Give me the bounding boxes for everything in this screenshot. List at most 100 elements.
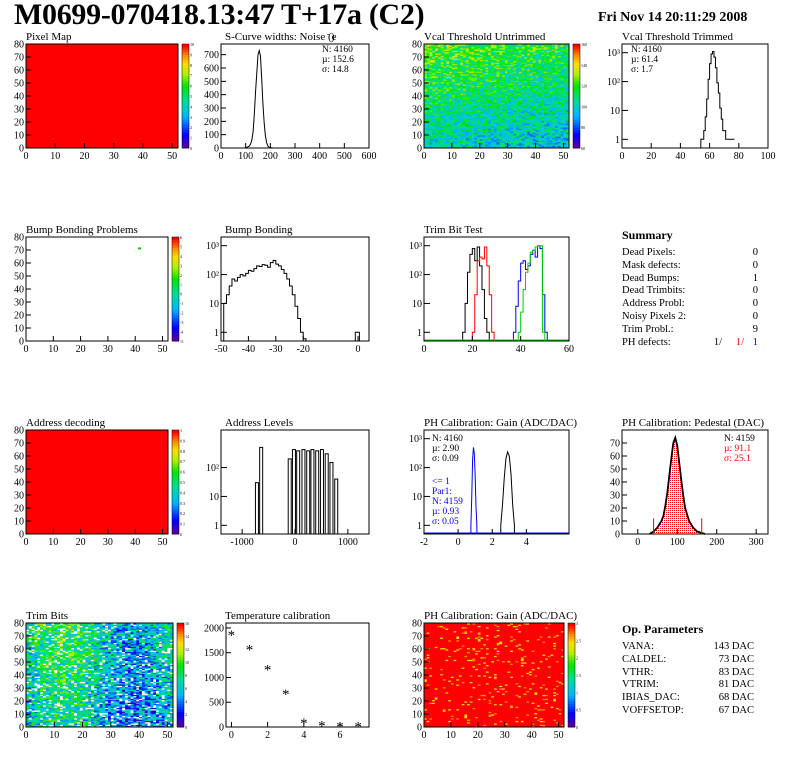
heatmap-cell [474, 63, 478, 66]
heatmap-cell [432, 112, 436, 115]
heatmap-cell [161, 721, 165, 724]
heatmap-cell [496, 71, 500, 73]
heatmap-cell [527, 81, 531, 84]
heatmap-cell [463, 81, 467, 84]
heatmap-cell [552, 47, 556, 50]
heatmap-cell [546, 77, 550, 80]
heatmap-cell [521, 145, 525, 148]
heatmap-cell [521, 46, 525, 49]
heatmap-cell [471, 62, 475, 64]
heatmap-cell [482, 77, 486, 80]
heatmap-cell [524, 59, 528, 62]
heatmap-cell [555, 141, 559, 144]
heatmap-cell [435, 59, 439, 62]
heatmap-cell [424, 70, 428, 72]
heatmap-cell [482, 51, 486, 54]
heatmap-cell [451, 89, 456, 92]
heatmap-cell [516, 123, 520, 125]
heatmap-cell [449, 58, 453, 60]
heatmap-cell [557, 125, 562, 128]
color-scale-step [172, 335, 179, 339]
heatmap-cell [504, 75, 509, 77]
heatmap-cell [507, 94, 511, 97]
y-tick-label: 70 [14, 53, 24, 64]
heatmap-cell [532, 86, 536, 89]
heatmap-cell [518, 47, 522, 50]
heatmap-cell [499, 75, 503, 77]
heatmap-cell [479, 53, 483, 55]
heatmap-cell [141, 724, 146, 727]
heatmap-cell [454, 101, 458, 103]
color-scale-step [573, 70, 580, 74]
heatmap-cell [549, 105, 553, 107]
heatmap-cell [167, 721, 171, 724]
heatmap-cell [541, 102, 545, 105]
heatmap-cell [546, 81, 550, 84]
heatmap-cell [549, 124, 553, 127]
heatmap-cell [432, 46, 436, 49]
heatmap-cell [502, 47, 506, 50]
heatmap-cell [518, 114, 522, 116]
heatmap-cell [541, 47, 545, 50]
heatmap-cell [504, 85, 509, 88]
heatmap-cell [482, 92, 486, 94]
heatmap-cell [432, 111, 436, 114]
heatmap-cell [529, 63, 534, 66]
heatmap-cell [549, 79, 553, 81]
heatmap-cell [507, 115, 511, 118]
heatmap-cell [518, 128, 522, 131]
heatmap-cell [513, 75, 517, 77]
heatmap-cell [457, 114, 461, 116]
heatmap-cell [474, 67, 478, 70]
address-level-bar [315, 450, 320, 535]
heatmap-cell [557, 109, 562, 111]
heatmap-cell [426, 76, 430, 79]
heatmap-cell [437, 144, 442, 146]
heatmap-cell [482, 46, 486, 49]
heatmap-cell [119, 724, 123, 727]
heatmap-cell [485, 80, 489, 83]
heatmap-cell [496, 135, 500, 137]
heatmap-cell [535, 119, 539, 122]
heatmap-cell [538, 145, 542, 148]
heatmap-cell [557, 45, 562, 47]
color-scale-step [172, 302, 179, 306]
heatmap-cell [465, 137, 470, 140]
heatmap-cell [529, 112, 534, 115]
heatmap-cell [424, 79, 428, 81]
heatmap-cell [546, 71, 550, 73]
heatmap-cell [499, 102, 503, 105]
color-scale-step [182, 109, 189, 113]
heatmap-cell [541, 90, 545, 93]
color-scale-step [182, 127, 189, 131]
heatmap-cell [451, 70, 456, 72]
heatmap-cell [440, 112, 444, 115]
heatmap-cell [524, 128, 528, 131]
heatmap-cell [513, 103, 517, 106]
heatmap-cell [563, 142, 567, 145]
heatmap-cell [499, 46, 503, 49]
heatmap-cell [518, 88, 522, 90]
heatmap-cell [432, 84, 436, 86]
heatmap-cell [560, 79, 564, 81]
heatmap-cell [510, 138, 514, 141]
heatmap-cell [471, 46, 475, 49]
heatmap-cell [471, 115, 475, 118]
heatmap-cell [555, 54, 559, 57]
heatmap-cell [471, 83, 475, 85]
heatmap-cell [529, 124, 534, 127]
color-scale-step [172, 502, 179, 506]
heatmap-cell [471, 99, 475, 102]
heatmap-cell [465, 97, 470, 99]
heatmap-cell [555, 58, 559, 60]
heatmap-cell [566, 101, 570, 103]
heatmap-cell [465, 118, 470, 120]
heatmap-cell [465, 115, 470, 118]
heatmap-cell [502, 101, 506, 103]
heatmap-cell [510, 109, 514, 111]
heatmap-cell [432, 70, 436, 72]
heatmap-cell [437, 105, 442, 107]
heatmap-cell [513, 57, 517, 59]
heatmap-cell [424, 124, 428, 127]
heatmap-cell [460, 124, 464, 127]
